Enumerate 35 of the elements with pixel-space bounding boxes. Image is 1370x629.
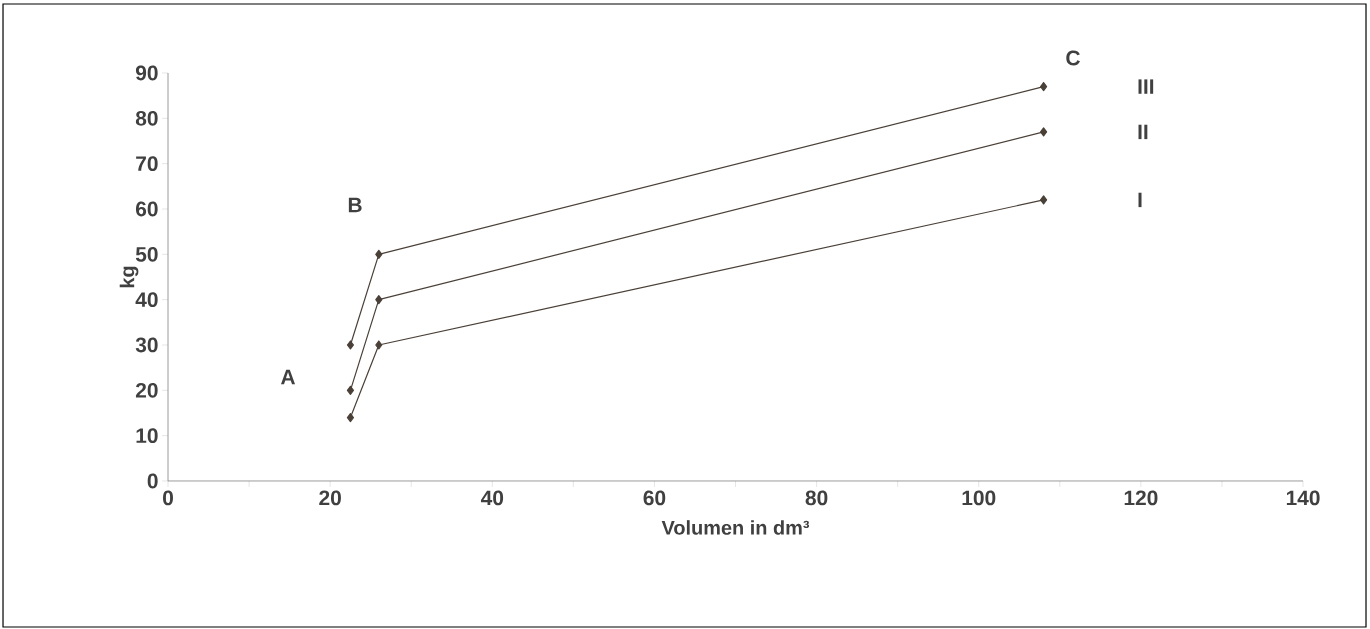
y-tick-label: 90 xyxy=(135,65,158,81)
y-tick-label: 30 xyxy=(135,337,158,353)
x-tick-label: 80 xyxy=(805,490,828,506)
point xyxy=(1039,81,1048,92)
y-tick-label: 60 xyxy=(135,201,158,217)
x-tick-label: 60 xyxy=(643,490,666,506)
x-tick-label: 100 xyxy=(962,490,996,506)
point xyxy=(375,249,383,259)
y-tick-label: 10 xyxy=(136,428,158,444)
point xyxy=(346,385,355,395)
y-tick-label: 40 xyxy=(135,292,158,308)
x-tick-label: 20 xyxy=(319,490,341,506)
point xyxy=(1039,127,1048,137)
y-axis-title: kg xyxy=(119,266,139,288)
x-tick-label: 140 xyxy=(1286,490,1320,506)
y-tick-label: 80 xyxy=(135,110,158,126)
point xyxy=(375,295,383,305)
point xyxy=(1039,195,1048,205)
y-tick-label: 20 xyxy=(135,382,158,398)
x-tick-label: 40 xyxy=(480,490,504,506)
y-tick-label: 0 xyxy=(147,473,158,489)
text: C xyxy=(1066,50,1080,66)
annotation: A xyxy=(280,369,296,385)
y-tick-label: 50 xyxy=(135,246,158,262)
point xyxy=(375,340,383,350)
text: I xyxy=(1138,192,1142,208)
annotation: B xyxy=(348,197,362,213)
y-tick-label: 70 xyxy=(136,156,158,172)
point xyxy=(346,412,355,423)
point xyxy=(346,340,355,350)
text: II xyxy=(1138,124,1148,140)
x-tick-label: 120 xyxy=(1124,490,1158,506)
x-tick-label: 0 xyxy=(163,490,173,506)
x-axis-title: Volumen in dm³ xyxy=(661,520,810,535)
text: III xyxy=(1138,79,1154,94)
